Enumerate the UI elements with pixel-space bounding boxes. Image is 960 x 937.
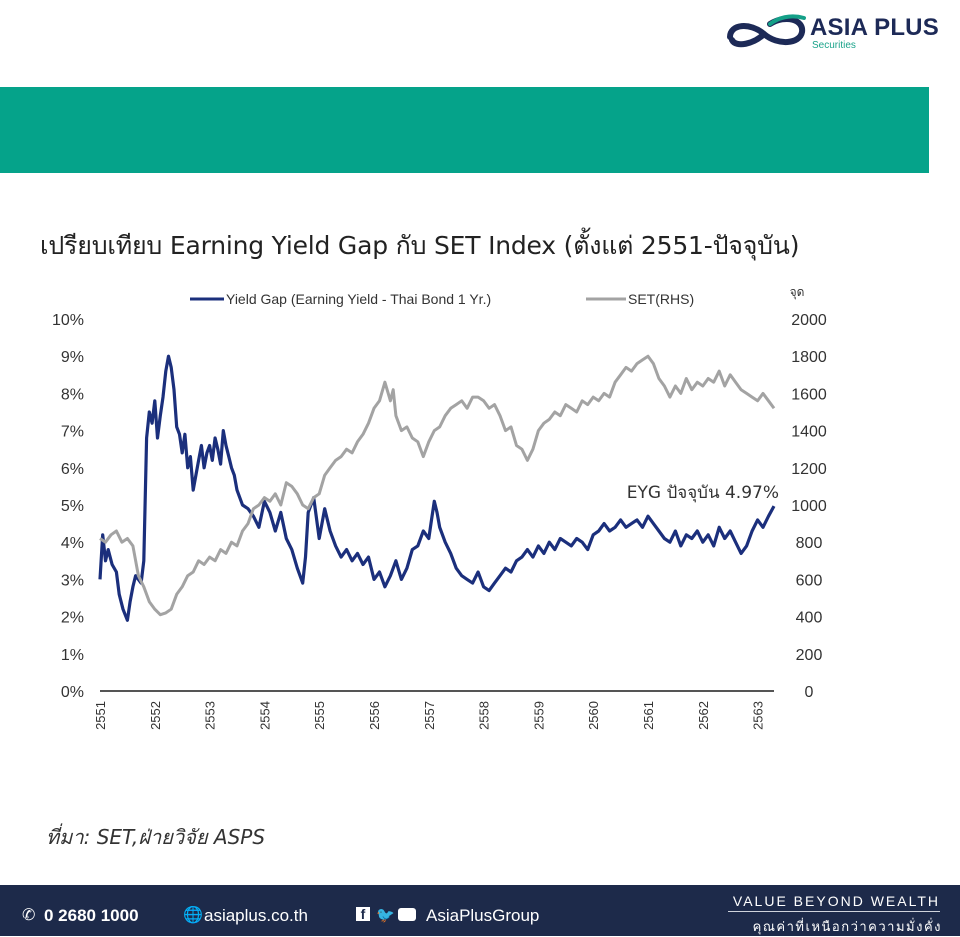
youtube-icon[interactable] bbox=[398, 908, 416, 921]
right-axis-tick-label: 0 bbox=[805, 684, 814, 701]
left-axis-tick-label: 6% bbox=[61, 461, 84, 478]
chart-title: เปรียบเทียบ Earning Yield Gap กับ SET In… bbox=[40, 231, 800, 260]
right-axis-tick-label: 1600 bbox=[791, 386, 827, 403]
tagline-divider bbox=[728, 911, 940, 912]
brand-name: ASIA PLUS bbox=[810, 14, 939, 41]
tagline: VALUE BEYOND WEALTH bbox=[732, 893, 940, 909]
twitter-icon[interactable]: 🐦 bbox=[376, 907, 395, 924]
eyg-current-annotation: EYG ปัจจุบัน 4.97% bbox=[627, 483, 779, 503]
x-axis-tick-label: 2561 bbox=[641, 701, 656, 730]
left-axis-tick-label: 4% bbox=[61, 535, 84, 552]
tagline-thai: คุณค่าที่เหนือกว่าความมั่งคั่ง bbox=[752, 920, 942, 935]
x-axis-tick-label: 2558 bbox=[477, 701, 492, 730]
x-axis-tick-label: 2562 bbox=[696, 701, 711, 730]
footer-social-handle[interactable]: AsiaPlusGroup bbox=[426, 906, 540, 925]
footer-website[interactable]: asiaplus.co.th bbox=[204, 906, 308, 925]
right-axis-tick-label: 2000 bbox=[791, 312, 827, 329]
footer-phone[interactable]: 0 2680 1000 bbox=[44, 906, 139, 925]
right-axis-tick-label: 1800 bbox=[791, 349, 827, 366]
yield-gap-chart: 0% 1% 2% 3% 4% 5% 6% 7% 8% 9% 10% 0 200 400 600 800 1000… bbox=[52, 285, 827, 730]
brand-subtitle: Securities bbox=[812, 40, 856, 51]
left-axis-tick-label: 5% bbox=[61, 498, 84, 515]
x-axis-tick-label: 2557 bbox=[422, 701, 437, 730]
infinity-logo-icon bbox=[727, 14, 806, 48]
x-axis-tick-label: 2559 bbox=[531, 701, 546, 730]
left-axis-tick-label: 1% bbox=[61, 647, 84, 664]
left-axis-tick-label: 2% bbox=[61, 610, 84, 627]
x-axis-tick-label: 2556 bbox=[367, 701, 382, 730]
right-axis-unit-label: จุด bbox=[790, 285, 805, 300]
right-axis-tick-label: 800 bbox=[796, 535, 823, 552]
x-axis-tick-label: 2555 bbox=[312, 701, 327, 730]
right-axis-tick-label: 200 bbox=[796, 647, 823, 664]
globe-icon: 🌐 bbox=[183, 907, 203, 924]
right-axis-tick-label: 1000 bbox=[791, 498, 827, 515]
legend-label-yield-gap: Yield Gap (Earning Yield - Thai Bond 1 Y… bbox=[226, 291, 491, 307]
source-note: ที่มา: SET,ฝ่ายวิจัย ASPS bbox=[46, 825, 266, 849]
left-axis-tick-label: 7% bbox=[61, 424, 84, 441]
left-axis-tick-label: 3% bbox=[61, 572, 84, 589]
right-axis-tick-label: 1200 bbox=[791, 461, 827, 478]
x-axis-tick-label: 2560 bbox=[586, 701, 601, 730]
yield-gap-series-line bbox=[98, 354, 776, 622]
brand-logo: ASIA PLUS Securities bbox=[724, 10, 954, 56]
left-axis-tick-label: 0% bbox=[61, 684, 84, 701]
x-axis-tick-label: 2554 bbox=[257, 701, 272, 730]
footer-bar: ✆ 0 2680 1000 🌐 asiaplus.co.th f 🐦 AsiaP… bbox=[0, 885, 960, 936]
x-axis-tick-label: 2553 bbox=[203, 701, 218, 730]
facebook-icon[interactable]: f bbox=[356, 907, 370, 922]
phone-icon: ✆ bbox=[22, 907, 36, 924]
x-axis-tick-label: 2563 bbox=[751, 701, 766, 730]
x-axis-tick-label: 2552 bbox=[148, 701, 163, 730]
right-axis-tick-label: 600 bbox=[796, 572, 823, 589]
left-axis-tick-label: 8% bbox=[61, 386, 84, 403]
left-axis-tick-label: 9% bbox=[61, 349, 84, 366]
legend-label-set: SET(RHS) bbox=[628, 291, 694, 307]
right-axis-tick-label: 1400 bbox=[791, 424, 827, 441]
left-axis-tick-label: 10% bbox=[52, 312, 84, 329]
x-axis-tick-label: 2551 bbox=[93, 701, 108, 730]
set-index-series-line bbox=[99, 354, 776, 617]
header-band bbox=[0, 87, 929, 173]
right-axis-tick-label: 400 bbox=[796, 610, 823, 627]
